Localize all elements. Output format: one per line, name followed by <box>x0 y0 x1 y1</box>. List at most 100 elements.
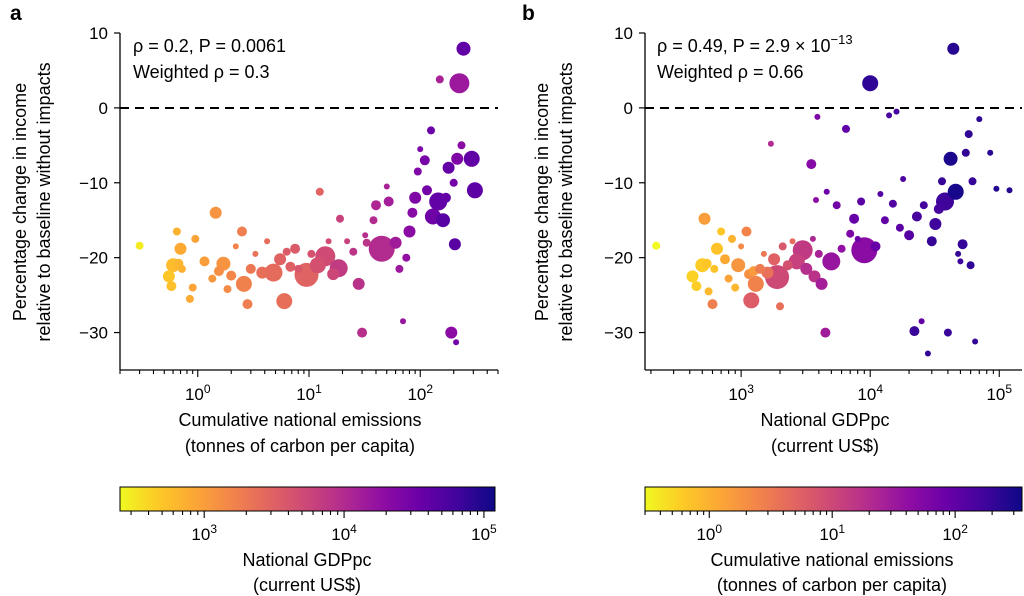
panel-a-y-ticks: 10 0 −10 −20 −30 <box>79 24 120 343</box>
colorbar-left-tick-label: 104 <box>331 522 357 544</box>
panel-a-point <box>413 167 422 176</box>
panel-b-point <box>704 287 713 296</box>
panel-a-point <box>402 253 411 262</box>
panel-b-y-ticks: 10 0 −10 −20 −30 <box>604 24 645 343</box>
panel-b-ylabel-2: relative to baseline without impacts <box>556 62 576 341</box>
panel-b-point <box>822 252 841 271</box>
panel-b-point <box>904 230 915 241</box>
panel-a-point <box>369 216 378 225</box>
panel-a-point <box>448 238 461 251</box>
panel-a-point <box>435 75 444 84</box>
panel-b-point <box>724 274 733 283</box>
panel-b-xtick-label: 104 <box>857 382 883 404</box>
colorbar-right-ticks: 100 101 102 <box>644 511 1015 544</box>
panel-b-point <box>957 258 964 265</box>
panel-a-point <box>315 187 324 196</box>
panel-a-point <box>403 225 416 238</box>
panel-b-points <box>652 42 1013 357</box>
panel-b-xtick-label: 105 <box>986 382 1012 404</box>
panel-a-xtick-label: 100 <box>185 382 211 404</box>
panel-b-point <box>738 243 745 250</box>
panel-a-point <box>357 327 368 338</box>
panel-b: b 10 0 −10 −20 −30 103 104 105 ρ = 0.49, P = 2… <box>522 2 1022 456</box>
panel-a-point <box>309 257 326 274</box>
panel-a-ytick-label: 10 <box>89 24 108 43</box>
panel-b-point <box>955 250 962 257</box>
panel-a-point <box>264 238 271 245</box>
colorbar-left-gradient <box>119 486 496 512</box>
panel-a-point <box>449 178 458 187</box>
panel-b-point <box>880 216 889 225</box>
panel-a-point <box>232 243 239 250</box>
panel-a-point <box>463 150 480 167</box>
panel-b-letter: b <box>522 2 535 25</box>
colorbar-left-label-2: (current US$) <box>253 575 361 595</box>
panel-b-point <box>938 177 946 186</box>
panel-a-point <box>172 227 181 236</box>
panel-b-point <box>846 229 855 238</box>
panel-b-point <box>815 277 828 290</box>
colorbar-left: 103 104 105 National GDPpc (current US$) <box>119 486 497 595</box>
panel-b-point <box>1006 187 1013 194</box>
colorbar-right-gradient <box>644 486 1023 512</box>
panel-a-point <box>285 261 296 272</box>
panel-b-ytick-label: 10 <box>614 24 633 43</box>
panel-b-point <box>743 292 760 309</box>
panel-b-point <box>789 238 796 245</box>
panel-b-point <box>924 350 931 357</box>
panel-b-x-ticks: 103 104 105 <box>650 370 1012 404</box>
panel-b-point <box>900 176 907 182</box>
panel-a-point <box>325 238 332 245</box>
colorbar-right-label-1: Cumulative national emissions <box>710 550 953 570</box>
panel-a-point <box>237 226 247 237</box>
panel-a-point <box>245 263 256 274</box>
panel-b-point <box>691 281 702 292</box>
panel-a-point <box>191 234 200 243</box>
panel-a-point <box>242 299 253 310</box>
panel-b-point <box>851 237 878 264</box>
panel-a-point <box>419 155 430 166</box>
panel-a-point <box>252 250 259 257</box>
panel-b-point <box>837 244 846 253</box>
panel-b-point <box>987 149 994 156</box>
panel-a-point <box>235 275 252 292</box>
panel-a-stat-line1: ρ = 0.2, P = 0.0061 <box>133 36 286 56</box>
panel-a-point <box>349 247 358 256</box>
panel-b-point <box>947 183 964 200</box>
panel-b-xlabel-2: (current US$) <box>771 436 879 456</box>
panel-b-point <box>813 197 819 203</box>
panel-b-point <box>717 227 726 236</box>
panel-b-point <box>968 177 977 186</box>
panel-a-xlabel-1: Cumulative national emissions <box>178 410 421 430</box>
colorbar-right-tick-label: 101 <box>819 522 845 544</box>
panel-a-point <box>456 41 471 56</box>
panel-a-stat-line2: Weighted ρ = 0.3 <box>133 62 270 82</box>
panel-b-point <box>854 235 861 242</box>
panel-b-point <box>964 130 973 139</box>
panel-b-point <box>926 236 937 247</box>
panel-a-point <box>449 73 470 94</box>
panel-b-point <box>707 299 718 310</box>
panel-a-point <box>417 146 424 153</box>
panel-b-xlabel-1: National GDPpc <box>760 410 889 430</box>
panel-a-point <box>344 238 351 245</box>
panel-b-point <box>747 275 764 292</box>
panel-b-point <box>778 242 787 251</box>
panel-a-point <box>395 264 404 273</box>
panel-b-point <box>870 241 881 252</box>
panel-a-point <box>466 182 483 199</box>
panel-b-point <box>862 75 879 92</box>
panel-b-point <box>800 262 813 275</box>
panel-a-ytick-label: −10 <box>79 174 108 193</box>
panel-b-point <box>888 199 897 208</box>
colorbar-right-tick-label: 102 <box>942 522 968 544</box>
panel-a-points <box>135 41 483 346</box>
panel-a-point <box>264 263 283 282</box>
panel-b-ytick-label: −20 <box>604 249 633 268</box>
panel-b-point <box>976 116 983 123</box>
panel-a-point <box>371 200 381 211</box>
panel-b-point <box>728 234 736 243</box>
panel-b-point <box>768 253 781 266</box>
panel-b-point <box>701 258 712 269</box>
